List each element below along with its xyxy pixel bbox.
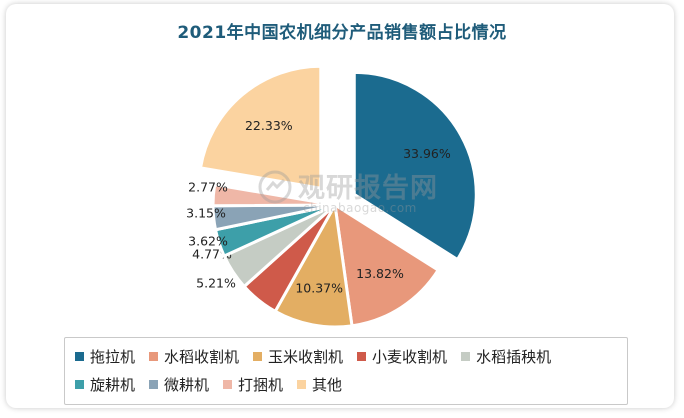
legend-item: 旋耕机	[75, 374, 135, 395]
legend-label: 微耕机	[164, 375, 210, 394]
legend-swatch	[75, 379, 84, 389]
legend-swatch	[357, 351, 367, 361]
legend-label: 拖拉机	[90, 347, 136, 366]
data-label: 33.96%	[403, 146, 451, 161]
legend-item: 微耕机	[149, 374, 209, 395]
legend-item: 水稻插秧机	[461, 346, 551, 367]
legend-swatch	[75, 351, 84, 361]
data-label: 10.37%	[295, 280, 343, 295]
legend-row: 旋耕机 微耕机 打捆机 其他	[75, 372, 356, 396]
legend-swatch	[297, 379, 307, 389]
chart-title: 2021年中国农机细分产品销售额占比情况	[177, 23, 507, 43]
watermark-subtext: chinabaogao.com	[303, 201, 417, 215]
data-label: 22.33%	[245, 118, 293, 133]
watermark-logo-icon	[258, 170, 292, 204]
pie-slice	[352, 70, 478, 262]
data-label: 3.15%	[186, 206, 226, 221]
pie-slice	[333, 202, 441, 328]
data-label: 13.82%	[356, 266, 404, 281]
legend-swatch	[461, 351, 471, 361]
legend-item: 打捆机	[223, 374, 283, 395]
legend-swatch	[223, 379, 233, 389]
legend-item: 玉米收割机	[253, 346, 343, 367]
chart-legend: 拖拉机 水稻收割机 玉米收割机 小麦收割机 水稻插秧机 旋耕机 微耕机 打捆机 其他	[64, 337, 628, 405]
legend-label: 水稻插秧机	[476, 347, 552, 366]
legend-label: 其他	[312, 375, 343, 394]
legend-label: 玉米收割机	[268, 347, 344, 366]
legend-label: 小麦收割机	[372, 347, 448, 366]
legend-row: 拖拉机 水稻收割机 玉米收割机 小麦收割机 水稻插秧机	[75, 344, 565, 368]
legend-label: 旋耕机	[90, 375, 136, 394]
watermark-text: 观研报告网	[298, 173, 438, 204]
pie-slice	[198, 64, 323, 190]
legend-item: 水稻收割机	[149, 346, 239, 367]
pie-slice	[273, 200, 354, 329]
legend-swatch	[253, 351, 263, 361]
data-label: 2.77%	[188, 180, 228, 195]
watermark: 观研报告网 chinabaogao.com	[258, 166, 448, 226]
data-label: 5.21%	[196, 276, 236, 291]
legend-swatch	[149, 379, 159, 389]
legend-item: 其他	[297, 374, 342, 395]
legend-item: 小麦收割机	[357, 346, 447, 367]
legend-item: 拖拉机	[75, 346, 135, 367]
legend-swatch	[149, 351, 159, 361]
pie-slice	[211, 182, 336, 208]
legend-label: 水稻收割机	[164, 347, 240, 366]
data-label: 3.62%	[188, 234, 228, 249]
legend-label: 打捆机	[238, 375, 284, 394]
